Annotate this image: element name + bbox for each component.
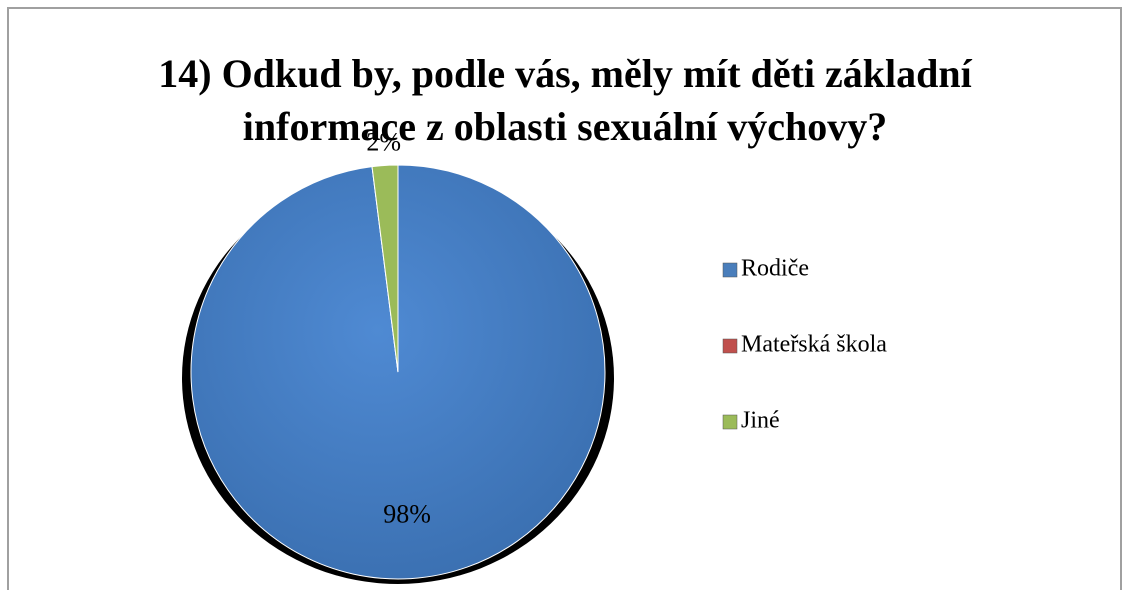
chart-title: informace z oblasti sexuální výchovy? — [243, 104, 887, 149]
legend-label: Rodiče — [741, 256, 809, 282]
data-label: 2% — [366, 128, 401, 157]
legend-swatch — [722, 338, 738, 354]
legend-swatch — [722, 414, 738, 430]
data-label: 98% — [383, 500, 431, 529]
pie-slice — [371, 164, 399, 373]
legend-label: Jiné — [741, 408, 780, 434]
legend-swatch — [722, 262, 738, 278]
chart-border — [7, 7, 1122, 590]
legend-label: Mateřská škola — [741, 332, 887, 358]
chart-title: 14) Odkud by, podle vás, měly mít děti z… — [158, 51, 972, 96]
